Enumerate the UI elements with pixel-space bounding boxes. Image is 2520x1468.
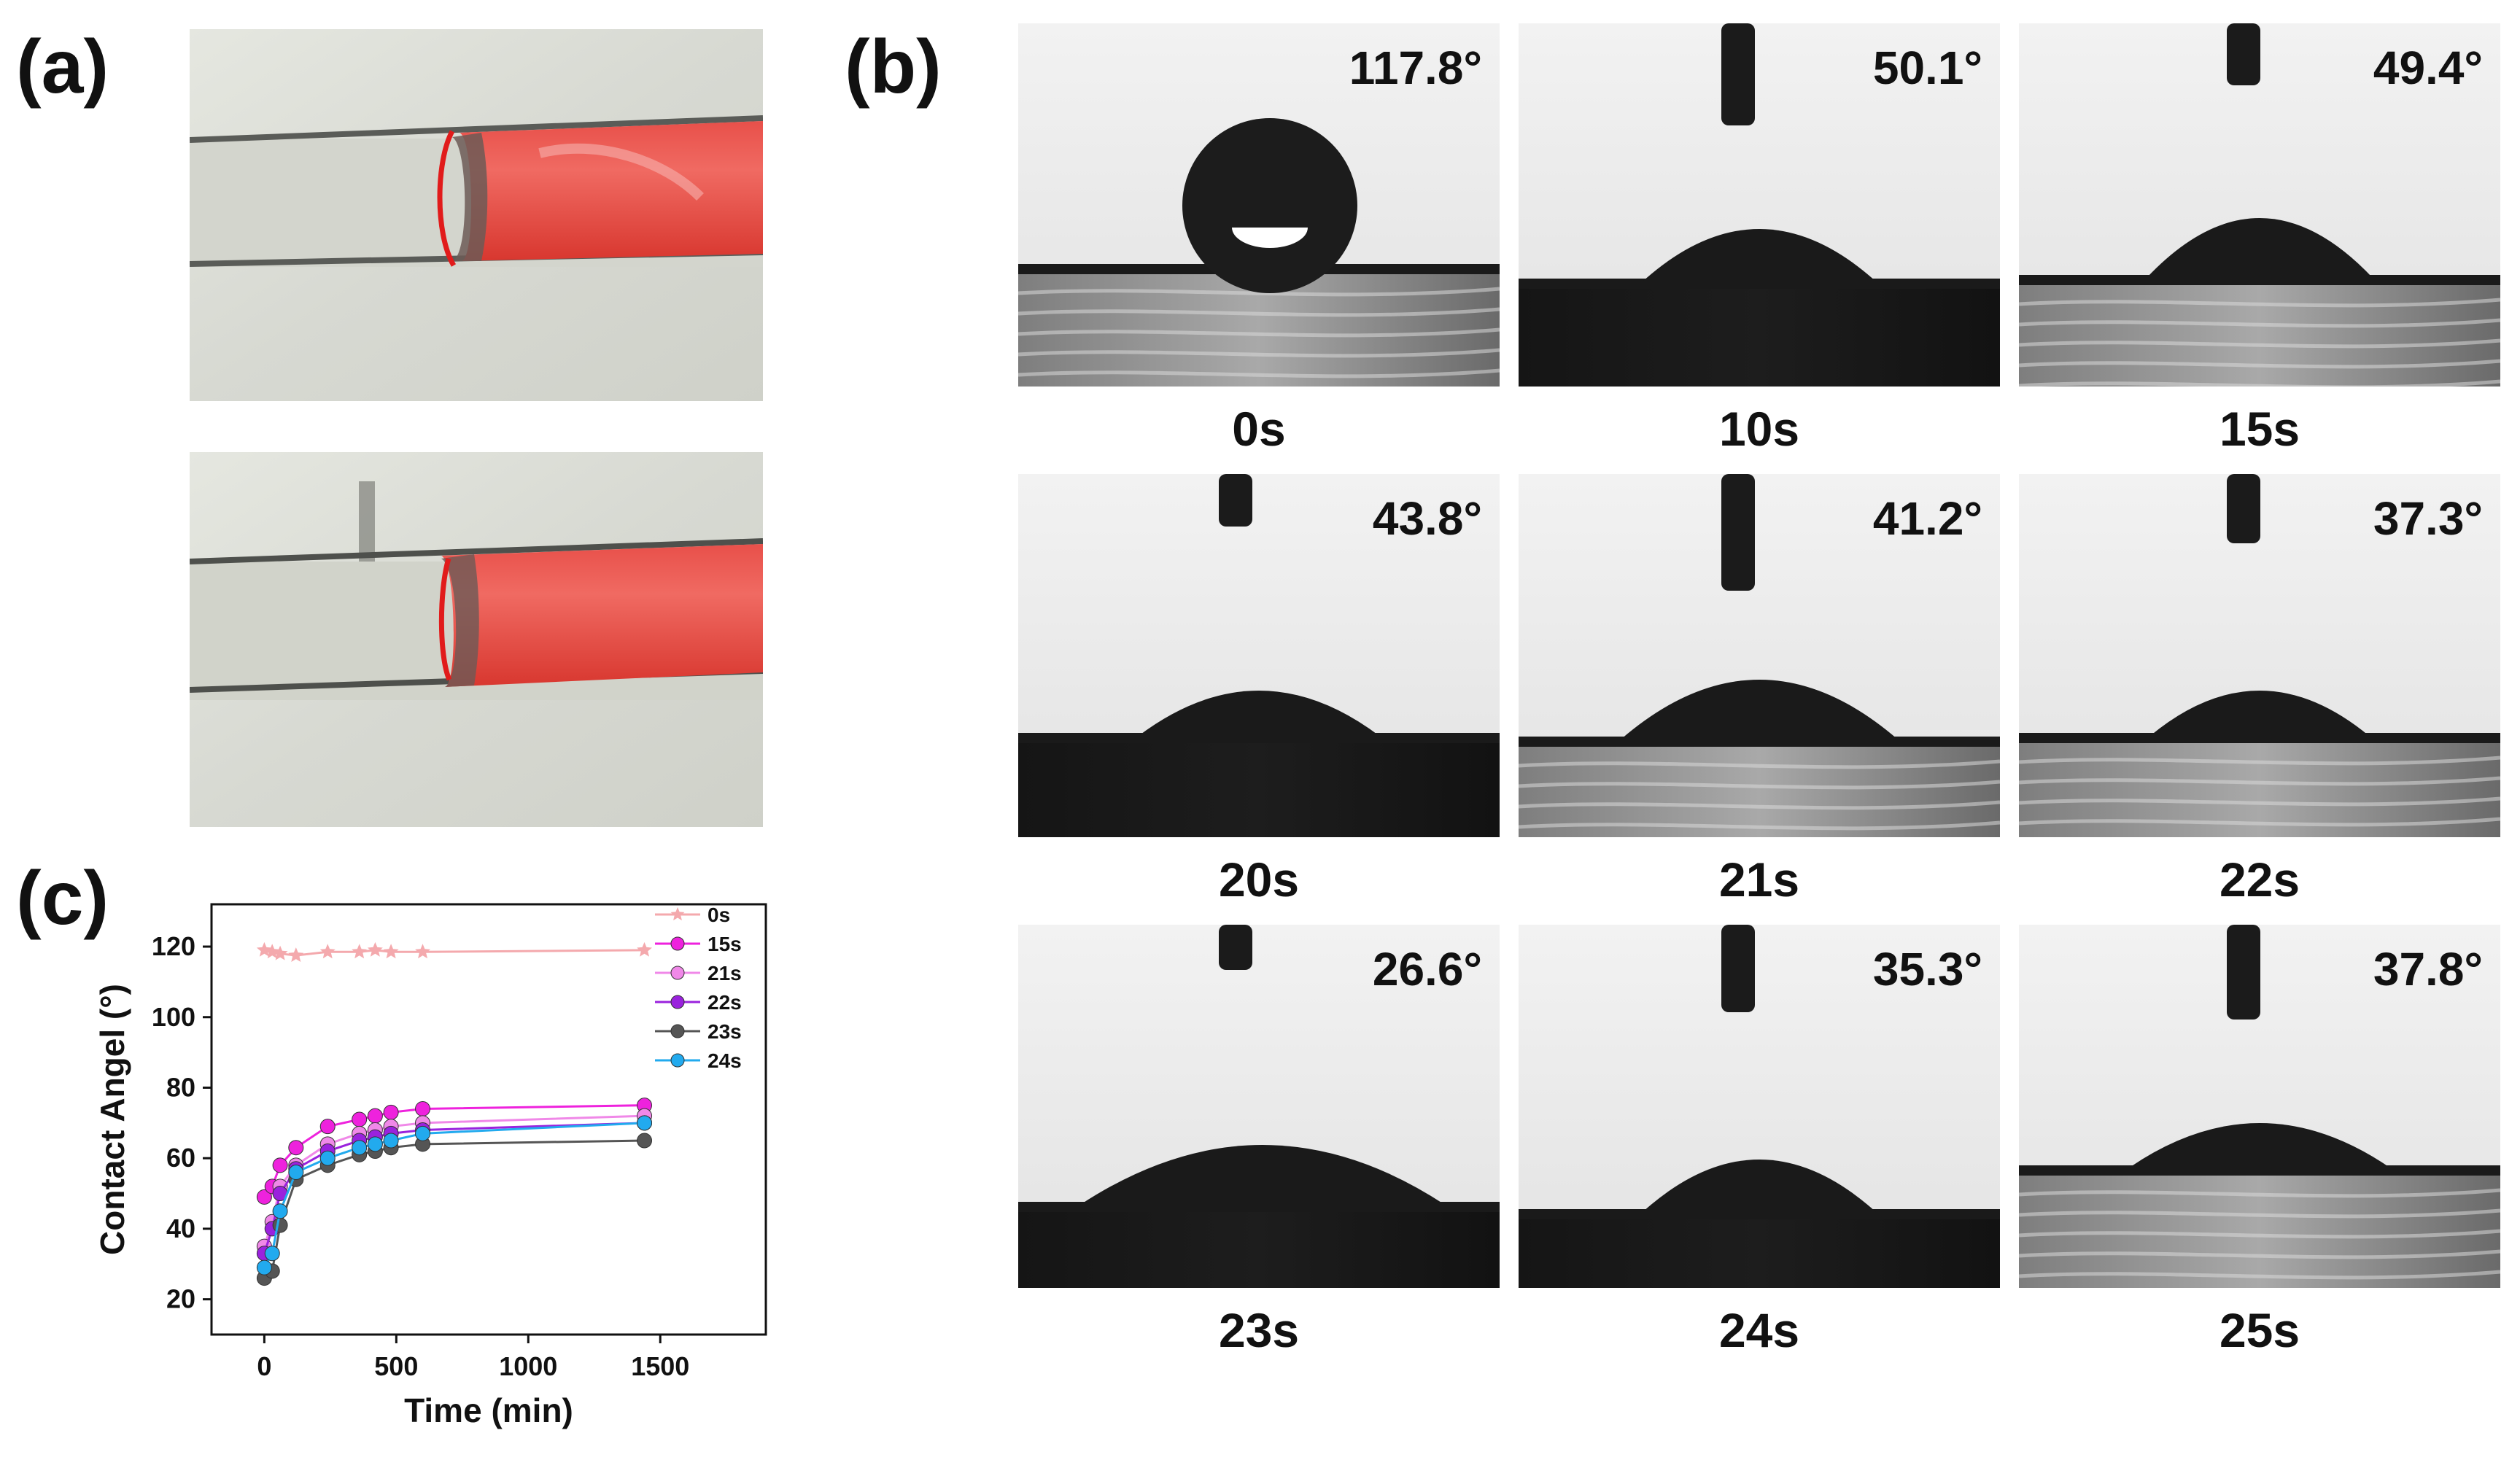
data-point <box>288 1165 304 1181</box>
data-point <box>288 1140 304 1156</box>
contact-angle-chart: 0 500 1000 1500 20 40 60 80 100 120 Time (min) Cont… <box>66 839 875 1464</box>
series-line-21s <box>263 1114 645 1247</box>
panel-b-label: (b) <box>845 25 942 109</box>
data-point <box>415 944 430 959</box>
data-point <box>288 947 304 962</box>
data-point <box>264 944 280 959</box>
series-line-15s <box>263 1104 645 1198</box>
data-point <box>256 1189 272 1205</box>
legend-marker <box>670 936 685 951</box>
data-point <box>637 1115 653 1131</box>
y-axis-title: Contact Angel (°) <box>93 984 131 1255</box>
contact-angle-value: 117.8° <box>1349 42 1482 94</box>
droplet-image-0s: 117.8° <box>1018 23 1500 387</box>
legend-label: 15s <box>707 933 742 955</box>
data-point <box>367 941 383 957</box>
contact-angle-value: 26.6° <box>1372 943 1482 995</box>
droplet-image-10s: 50.1° <box>1519 23 2000 387</box>
data-point <box>383 1133 399 1149</box>
legend-label: 21s <box>707 962 742 985</box>
plot-frame <box>210 903 767 1336</box>
series-line-24s <box>263 1122 645 1268</box>
panel-c-label: (c) <box>16 856 109 941</box>
time-label: 20s <box>1218 853 1300 906</box>
droplet-image-23s: 26.6° <box>1018 925 1500 1288</box>
time-label: 24s <box>1718 1303 1800 1357</box>
data-point <box>264 1246 280 1262</box>
time-label: 22s <box>2219 853 2300 906</box>
data-point <box>352 1111 368 1127</box>
time-label: 23s <box>1218 1303 1300 1357</box>
x-tick-label: 1000 <box>499 1351 557 1381</box>
x-tick-label: 0 <box>257 1351 271 1381</box>
droplet-image-20s: 43.8° <box>1018 474 1500 837</box>
data-point <box>383 1104 399 1120</box>
data-point <box>272 1203 288 1219</box>
data-point <box>367 1136 383 1152</box>
series-line-0s <box>264 949 645 957</box>
y-tick-label: 60 <box>166 1143 195 1173</box>
time-label: 25s <box>2219 1303 2300 1357</box>
legend-label: 22s <box>707 991 742 1014</box>
contact-angle-value: 41.2° <box>1872 492 1982 545</box>
data-point <box>367 1108 383 1124</box>
legend-label: 0s <box>707 904 730 926</box>
data-point <box>256 941 272 957</box>
capillary-photo-top <box>190 29 763 401</box>
data-point <box>319 1150 336 1166</box>
data-point <box>272 945 288 960</box>
contact-angle-value: 37.3° <box>2373 492 2483 545</box>
capillary-photo-bottom <box>190 452 763 827</box>
y-tick-label: 40 <box>166 1213 195 1243</box>
time-label: 21s <box>1718 853 1800 906</box>
data-point <box>637 941 652 957</box>
contact-angle-value: 50.1° <box>1872 42 1982 94</box>
x-axis-title: Time (min) <box>404 1391 573 1429</box>
legend-marker <box>670 966 685 980</box>
legend-marker <box>670 1053 685 1068</box>
data-point <box>272 1217 288 1233</box>
y-tick-label: 120 <box>152 931 195 961</box>
contact-angle-value: 35.3° <box>1872 943 1982 995</box>
legend-marker <box>670 1024 685 1038</box>
data-point <box>415 1125 431 1141</box>
legend-marker <box>670 995 685 1009</box>
time-label: 0s <box>1232 402 1286 456</box>
droplet-image-15s: 49.4° <box>2019 23 2500 387</box>
data-point <box>256 1259 272 1275</box>
data-point <box>415 1100 431 1116</box>
data-point <box>637 1133 653 1149</box>
x-tick-label: 500 <box>374 1351 418 1381</box>
data-point <box>272 1157 288 1173</box>
contact-angle-value: 37.8° <box>2373 943 2483 995</box>
time-label: 10s <box>1718 402 1800 456</box>
droplet-image-21s: 41.2° <box>1519 474 2000 837</box>
y-tick-label: 80 <box>166 1072 195 1102</box>
legend-marker <box>670 907 685 921</box>
data-point <box>383 944 399 959</box>
data-point <box>352 1140 368 1156</box>
y-tick-label: 100 <box>152 1002 195 1032</box>
data-point <box>319 944 336 959</box>
x-tick-label: 1500 <box>631 1351 689 1381</box>
contact-angle-value: 43.8° <box>1372 492 1482 545</box>
y-tick-label: 20 <box>166 1284 195 1314</box>
contact-angle-value: 49.4° <box>2373 42 2483 94</box>
time-label: 15s <box>2219 402 2300 456</box>
data-point <box>319 1119 336 1135</box>
legend-label: 23s <box>707 1020 742 1043</box>
droplet-image-24s: 35.3° <box>1519 925 2000 1288</box>
droplet-image-25s: 37.8° <box>2019 925 2500 1288</box>
data-point <box>352 944 368 959</box>
droplet-image-22s: 37.3° <box>2019 474 2500 837</box>
panel-a-label: (a) <box>16 25 109 109</box>
legend-label: 24s <box>707 1049 742 1072</box>
